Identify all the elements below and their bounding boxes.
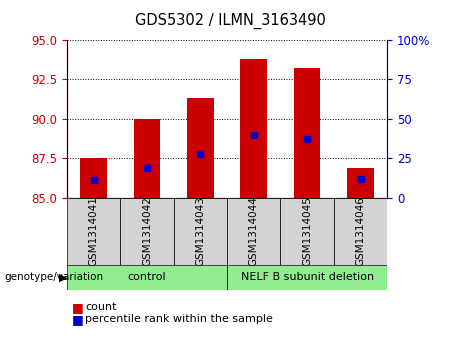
Bar: [227, 265, 387, 290]
Bar: [240, 59, 267, 198]
Bar: [80, 158, 107, 198]
Text: GSM1314041: GSM1314041: [89, 196, 99, 266]
Text: ▶: ▶: [59, 272, 67, 282]
Text: GDS5302 / ILMN_3163490: GDS5302 / ILMN_3163490: [135, 13, 326, 29]
Bar: [120, 198, 174, 265]
Text: count: count: [85, 302, 117, 312]
Text: GSM1314043: GSM1314043: [195, 196, 205, 266]
Bar: [187, 98, 214, 198]
Bar: [174, 198, 227, 265]
Text: GSM1314044: GSM1314044: [249, 196, 259, 266]
Text: GSM1314046: GSM1314046: [355, 196, 366, 266]
Text: NELF B subunit deletion: NELF B subunit deletion: [241, 272, 374, 282]
Bar: [280, 198, 334, 265]
Text: ■: ■: [71, 301, 83, 314]
Bar: [134, 119, 160, 198]
Text: control: control: [128, 272, 166, 282]
Bar: [347, 168, 374, 198]
Bar: [334, 198, 387, 265]
Text: percentile rank within the sample: percentile rank within the sample: [85, 314, 273, 325]
Bar: [67, 265, 227, 290]
Text: ■: ■: [71, 313, 83, 326]
Text: GSM1314042: GSM1314042: [142, 196, 152, 266]
Bar: [67, 198, 120, 265]
Text: GSM1314045: GSM1314045: [302, 196, 312, 266]
Bar: [294, 68, 320, 198]
Bar: [227, 198, 280, 265]
Text: genotype/variation: genotype/variation: [5, 272, 104, 282]
